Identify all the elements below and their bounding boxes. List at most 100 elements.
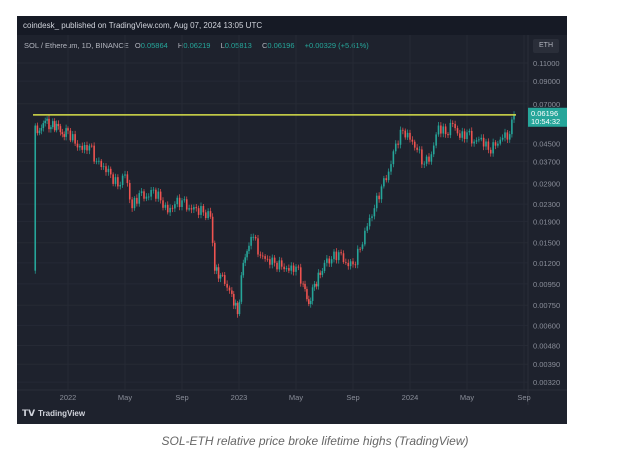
logo-text: TradingView bbox=[38, 409, 86, 418]
time-tick-label: Sep bbox=[175, 393, 188, 402]
candle-body bbox=[297, 266, 300, 268]
candle-body bbox=[215, 267, 218, 271]
price-tick-label: 0.00600 bbox=[533, 321, 560, 330]
close-label: C bbox=[261, 41, 268, 50]
candle-body bbox=[485, 141, 487, 147]
candle-body bbox=[126, 174, 129, 183]
candle-body bbox=[128, 182, 131, 200]
candle-body bbox=[489, 149, 492, 154]
candle-body bbox=[409, 132, 411, 140]
candle-body bbox=[119, 185, 122, 187]
candle-body bbox=[380, 186, 383, 200]
candle-body bbox=[378, 195, 380, 200]
candle-body bbox=[36, 125, 39, 134]
candle-body bbox=[176, 197, 179, 205]
candle-body bbox=[169, 207, 171, 213]
candle-body bbox=[449, 122, 452, 136]
candle-body bbox=[234, 302, 237, 306]
time-tick-label: 2023 bbox=[231, 393, 248, 402]
candle-body bbox=[359, 248, 361, 250]
price-tick-label: 0.03700 bbox=[533, 157, 560, 166]
candle-body bbox=[390, 164, 392, 172]
candle-body bbox=[306, 289, 308, 300]
candle-body bbox=[83, 145, 86, 150]
high-value: 0.06219 bbox=[183, 41, 211, 50]
candle-body bbox=[166, 204, 169, 213]
candle-body bbox=[345, 262, 347, 263]
candle-body bbox=[411, 139, 414, 142]
candle-body bbox=[463, 131, 466, 139]
price-tick-label: 0.00390 bbox=[533, 360, 560, 369]
price-tick-label: 0.04500 bbox=[533, 140, 560, 149]
price-tick-label: 0.02300 bbox=[533, 200, 560, 209]
candle-body bbox=[59, 126, 62, 133]
candle-body bbox=[392, 151, 395, 165]
candle-body bbox=[242, 262, 245, 276]
candle-body bbox=[63, 134, 65, 137]
candle-body bbox=[352, 261, 354, 265]
candle-body bbox=[299, 267, 302, 284]
price-tick-label: 0.01200 bbox=[533, 259, 560, 268]
candle-body bbox=[475, 140, 478, 142]
candle-body bbox=[147, 196, 150, 198]
candle-body bbox=[288, 268, 290, 271]
candle-body bbox=[221, 274, 224, 276]
candle-body bbox=[319, 272, 322, 275]
candle-body bbox=[290, 265, 293, 271]
candle-body bbox=[140, 191, 143, 194]
candle-body bbox=[337, 252, 340, 261]
candle-body bbox=[273, 257, 276, 263]
candle-body bbox=[459, 133, 461, 138]
candle-body bbox=[138, 193, 141, 204]
candle-body bbox=[117, 177, 119, 187]
candle-body bbox=[61, 132, 64, 135]
candle-body bbox=[105, 166, 107, 173]
candle-body bbox=[330, 259, 333, 264]
price-tick-label: 0.00480 bbox=[533, 341, 560, 350]
candle-body bbox=[478, 139, 480, 141]
candle-body bbox=[190, 208, 193, 210]
candle-body bbox=[252, 236, 255, 238]
candle-body bbox=[506, 132, 509, 140]
candle-body bbox=[136, 197, 138, 204]
candle-body bbox=[461, 131, 464, 138]
candle-body bbox=[440, 125, 442, 134]
candle-body bbox=[57, 123, 60, 127]
candle-body bbox=[226, 283, 228, 288]
candle-body bbox=[335, 251, 338, 261]
candle-body bbox=[432, 145, 435, 155]
candle-body bbox=[44, 120, 46, 124]
candle-body bbox=[371, 216, 373, 218]
candle-body bbox=[480, 137, 483, 140]
candle-body bbox=[152, 189, 155, 191]
candle-body bbox=[254, 236, 257, 239]
candle-body bbox=[213, 242, 216, 271]
candle-body bbox=[394, 143, 397, 152]
candle-body bbox=[42, 123, 45, 129]
candle-body bbox=[349, 261, 352, 267]
candle-body bbox=[261, 255, 264, 257]
candle-body bbox=[185, 199, 188, 210]
candle-body bbox=[280, 260, 283, 267]
candle-body bbox=[304, 283, 306, 290]
candle-body bbox=[95, 161, 98, 163]
time-tick-label: 2024 bbox=[402, 393, 419, 402]
candle-body bbox=[430, 154, 433, 162]
candle-body bbox=[494, 142, 497, 146]
price-tick-label: 0.01900 bbox=[533, 217, 560, 226]
candle-body bbox=[418, 149, 421, 151]
symbol-name[interactable]: SOL / Ethereum, 1D, BINANCE bbox=[24, 41, 129, 50]
candle-body bbox=[492, 142, 494, 154]
candle-body bbox=[88, 145, 91, 151]
candle-body bbox=[311, 287, 314, 301]
candle-body bbox=[211, 216, 214, 243]
currency-button[interactable]: ETH bbox=[533, 39, 559, 53]
candle-body bbox=[53, 121, 56, 131]
candle-body bbox=[385, 178, 388, 181]
candle-body bbox=[240, 275, 243, 302]
candle-body bbox=[159, 191, 162, 201]
candle-body bbox=[504, 132, 506, 138]
last-price-tag bbox=[528, 107, 567, 127]
candle-body bbox=[373, 208, 376, 217]
